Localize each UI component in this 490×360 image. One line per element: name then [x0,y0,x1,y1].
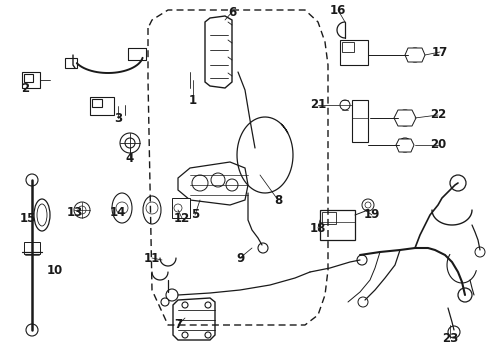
Ellipse shape [143,196,161,224]
Bar [90,97,114,115]
Bar [322,212,336,224]
Circle shape [78,206,86,214]
Text: 18: 18 [310,221,326,234]
Bar [320,210,355,240]
Circle shape [211,173,225,187]
Text: 17: 17 [432,45,448,58]
Text: 13: 13 [67,206,83,219]
Bar [128,48,146,60]
Text: 15: 15 [20,211,36,225]
Text: 21: 21 [310,99,326,112]
Bar [22,72,40,88]
Circle shape [192,175,208,191]
Text: 19: 19 [364,208,380,221]
Circle shape [161,298,169,306]
Ellipse shape [112,193,132,223]
Circle shape [26,174,38,186]
Text: 16: 16 [330,4,346,17]
Text: 4: 4 [126,152,134,165]
Circle shape [398,138,412,152]
Text: 23: 23 [442,332,458,345]
Ellipse shape [34,199,50,231]
Text: 12: 12 [174,211,190,225]
Polygon shape [173,298,215,340]
Bar [340,40,368,65]
Text: 5: 5 [191,208,199,221]
Circle shape [74,202,90,218]
Circle shape [146,202,158,214]
Bar [24,242,40,254]
Bar [172,198,190,218]
Bar [92,99,102,107]
Circle shape [365,202,371,208]
Circle shape [120,133,140,153]
Bar [65,58,77,68]
Circle shape [182,302,188,308]
Text: 11: 11 [144,252,160,265]
Text: 9: 9 [236,252,244,265]
Text: 14: 14 [110,206,126,219]
Text: 20: 20 [430,139,446,152]
Text: 22: 22 [430,108,446,122]
Polygon shape [394,110,416,126]
Circle shape [408,48,422,62]
Text: 3: 3 [114,112,122,125]
Text: 6: 6 [228,5,236,18]
Circle shape [258,243,268,253]
Circle shape [450,175,466,191]
Polygon shape [405,48,425,62]
Circle shape [226,179,238,191]
Circle shape [358,297,368,307]
Circle shape [362,199,374,211]
Circle shape [411,51,419,59]
Bar [352,100,368,142]
Circle shape [205,302,211,308]
Circle shape [166,289,178,301]
Text: 1: 1 [189,94,197,107]
Circle shape [180,305,190,315]
Circle shape [402,142,408,148]
Text: 2: 2 [21,81,29,94]
Circle shape [397,110,413,126]
Text: 10: 10 [47,264,63,276]
Circle shape [125,138,135,148]
Circle shape [116,202,128,214]
Polygon shape [205,16,232,88]
Polygon shape [178,162,248,205]
Circle shape [458,288,472,302]
Circle shape [401,114,409,122]
Text: 8: 8 [274,194,282,207]
Bar [342,42,354,52]
Text: 7: 7 [174,319,182,332]
Ellipse shape [37,204,47,226]
Circle shape [357,255,367,265]
Circle shape [174,204,182,212]
Circle shape [26,324,38,336]
Bar [24,74,33,82]
Circle shape [340,100,350,110]
Circle shape [182,332,188,338]
Circle shape [475,247,485,257]
Circle shape [448,326,460,338]
Circle shape [205,332,211,338]
Polygon shape [396,139,414,152]
